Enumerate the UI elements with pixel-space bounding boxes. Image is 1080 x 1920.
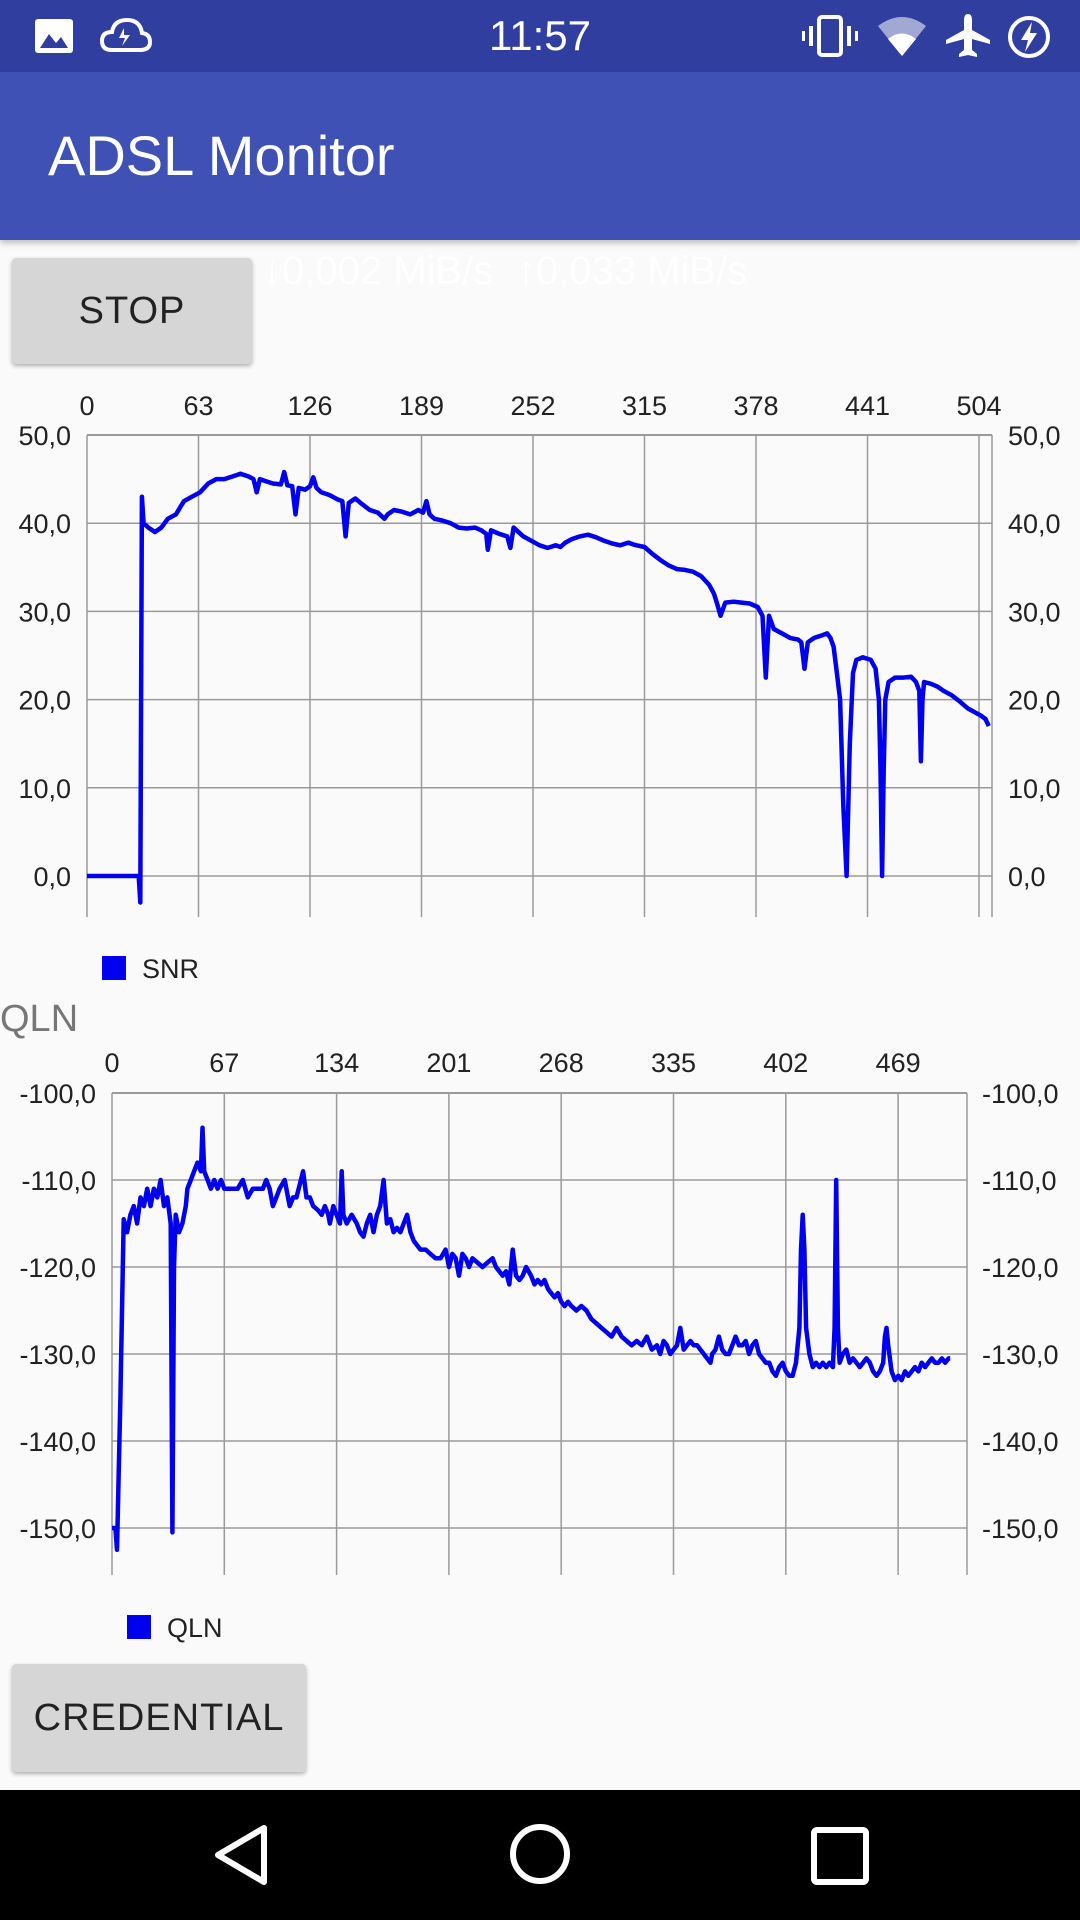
back-icon[interactable] bbox=[210, 1822, 276, 1888]
cloud-sync-icon bbox=[100, 17, 152, 52]
navigation-bar bbox=[0, 1790, 1080, 1920]
y-tick-label-right: 0,0 bbox=[1008, 862, 1046, 892]
y-tick-label-right: -120,0 bbox=[982, 1253, 1059, 1283]
x-tick-label: 504 bbox=[956, 391, 1001, 421]
y-tick-label-right: -150,0 bbox=[982, 1514, 1059, 1544]
x-tick-label: 315 bbox=[622, 391, 667, 421]
x-tick-label: 189 bbox=[399, 391, 444, 421]
y-tick-label-right: 40,0 bbox=[1008, 509, 1061, 539]
y-tick-label-right: 50,0 bbox=[1008, 421, 1061, 451]
legend-label: SNR bbox=[142, 954, 199, 984]
y-tick-label-right: -100,0 bbox=[982, 1079, 1059, 1109]
home-icon[interactable] bbox=[506, 1820, 574, 1888]
x-tick-label: 335 bbox=[651, 1048, 696, 1078]
legend-label: QLN bbox=[167, 1613, 223, 1643]
y-tick-label-left: -140,0 bbox=[19, 1427, 96, 1457]
x-tick-label: 126 bbox=[287, 391, 332, 421]
x-tick-label: 0 bbox=[79, 391, 94, 421]
x-tick-label: 441 bbox=[845, 391, 890, 421]
y-tick-label-left: 0,0 bbox=[33, 862, 71, 892]
image-icon bbox=[35, 19, 73, 53]
credential-button[interactable]: CREDENTIAL bbox=[12, 1664, 306, 1772]
wifi-icon bbox=[878, 17, 926, 56]
legend-swatch bbox=[127, 1615, 151, 1639]
legend-swatch bbox=[102, 956, 126, 980]
x-tick-label: 268 bbox=[539, 1048, 584, 1078]
app-title: ADSL Monitor bbox=[48, 124, 395, 187]
x-tick-label: 0 bbox=[104, 1048, 119, 1078]
x-tick-label: 201 bbox=[426, 1048, 471, 1078]
status-time: 11:57 bbox=[489, 12, 591, 59]
status-bar: 11:57 bbox=[0, 0, 1080, 72]
app-bar: ADSL Monitor bbox=[0, 72, 1080, 240]
stop-button[interactable]: STOP bbox=[12, 258, 252, 364]
x-tick-label: 134 bbox=[314, 1048, 359, 1078]
y-tick-label-left: 10,0 bbox=[18, 774, 71, 804]
y-tick-label-left: 30,0 bbox=[18, 597, 71, 627]
qln-chart: 0 67 134 201 268 335 402 469 -100,0 -100,0 -110,0 -… bbox=[19, 1048, 1059, 1643]
recents-icon[interactable] bbox=[808, 1824, 872, 1888]
upload-speed: ↑0,033 MiB/s bbox=[516, 249, 748, 293]
x-tick-label: 252 bbox=[510, 391, 555, 421]
y-tick-label-left: 40,0 bbox=[18, 509, 71, 539]
x-tick-label: 63 bbox=[183, 391, 213, 421]
x-tick-label: 402 bbox=[763, 1048, 808, 1078]
download-speed: ↓0,002 MiB/s bbox=[262, 249, 494, 293]
x-tick-label: 469 bbox=[876, 1048, 921, 1078]
y-tick-label-left: -150,0 bbox=[19, 1514, 96, 1544]
x-tick-label: 378 bbox=[733, 391, 778, 421]
y-tick-label-left: -130,0 bbox=[19, 1340, 96, 1370]
y-tick-label-left: -120,0 bbox=[19, 1253, 96, 1283]
y-tick-label-right: 20,0 bbox=[1008, 686, 1061, 716]
y-tick-label-left: -100,0 bbox=[19, 1079, 96, 1109]
y-tick-label-right: -130,0 bbox=[982, 1340, 1059, 1370]
y-tick-label-left: -110,0 bbox=[21, 1166, 96, 1196]
qln-chart-heading: QLN bbox=[0, 998, 79, 1040]
battery-charging-icon bbox=[1008, 16, 1050, 58]
airplane-icon bbox=[946, 14, 990, 57]
y-tick-label-left: 20,0 bbox=[18, 686, 71, 716]
y-tick-label-right: 30,0 bbox=[1008, 597, 1061, 627]
y-tick-label-right: 10,0 bbox=[1008, 774, 1061, 804]
x-tick-label: 67 bbox=[209, 1048, 239, 1078]
vibrate-icon bbox=[802, 15, 858, 57]
y-tick-label-right: -140,0 bbox=[982, 1427, 1059, 1457]
y-tick-label-right: -110,0 bbox=[982, 1166, 1057, 1196]
y-tick-label-left: 50,0 bbox=[18, 421, 71, 451]
snr-series-line bbox=[87, 469, 991, 905]
qln-series-line bbox=[112, 1125, 951, 1553]
